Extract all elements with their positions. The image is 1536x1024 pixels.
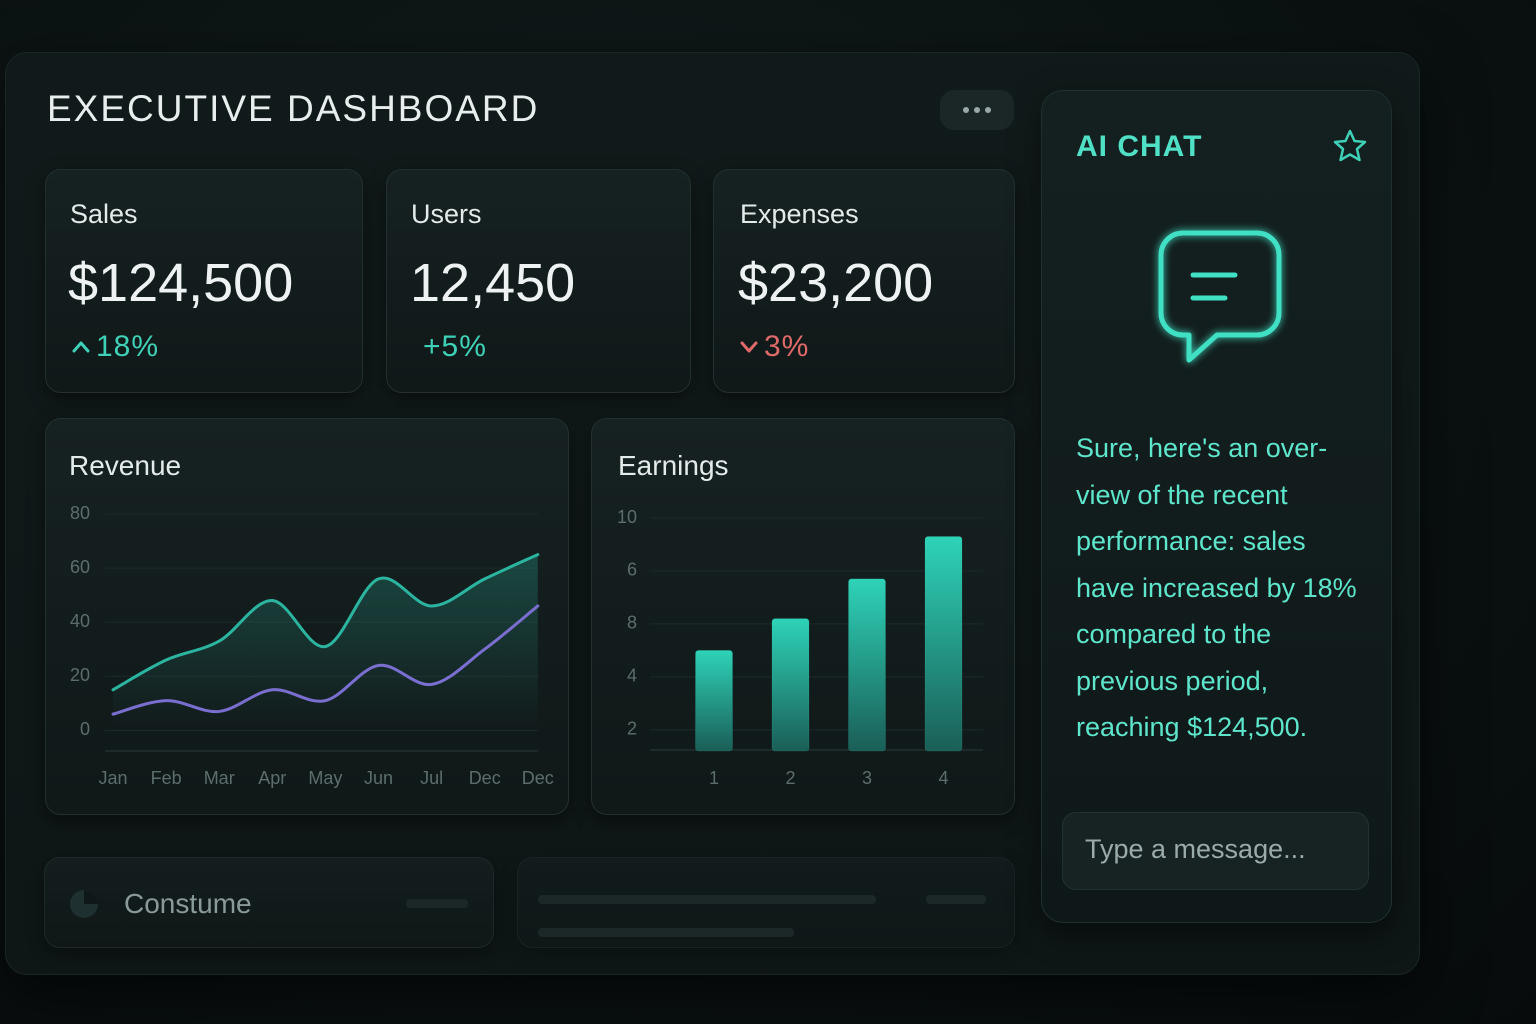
x-tick-label: Dec (522, 768, 554, 788)
x-tick-label: 2 (785, 768, 795, 788)
chat-message: Sure, here's an over-view of the recent p… (1076, 425, 1357, 751)
skeleton-line (406, 899, 468, 908)
skeleton-line (926, 895, 986, 904)
y-tick-label: 4 (627, 666, 637, 686)
x-tick-label: Mar (204, 768, 235, 788)
trend-chevron (740, 341, 758, 353)
kpi-change-text: 18% (96, 330, 160, 363)
kpi-change-text: +5% (423, 330, 487, 363)
x-tick-label: May (308, 768, 342, 788)
kpi-value: $23,200 (738, 253, 934, 313)
kpi-card (386, 169, 691, 393)
chat-message-line: previous period, (1076, 665, 1269, 696)
bar (848, 578, 886, 752)
y-tick-label: 0 (80, 719, 90, 739)
kpi-value: 12,450 (410, 253, 576, 313)
kpi-card (45, 169, 363, 393)
more-button[interactable] (940, 90, 1014, 130)
x-tick-label: 1 (709, 768, 719, 788)
x-tick-label: Apr (258, 768, 286, 788)
bar (695, 649, 733, 752)
chat-message-line: have increased by 18% (1076, 572, 1357, 603)
input-placeholder: Type a message... (1085, 834, 1306, 864)
pie-icon (70, 890, 98, 918)
trend-chevron (72, 341, 90, 353)
chat-title: AI CHAT (1076, 130, 1203, 163)
x-tick-label: 3 (862, 768, 872, 788)
kpi-card (713, 169, 1015, 393)
kpi-change: 3% (740, 330, 809, 364)
kpi-value: $124,500 (68, 253, 294, 313)
x-tick-label: Jul (420, 768, 443, 788)
chat-message-line: view of the recent (1076, 479, 1288, 510)
dashboard-title: EXECUTIVE DASHBOARD (47, 88, 540, 129)
area-fill (113, 554, 538, 731)
x-tick-label: Jun (364, 768, 393, 788)
y-tick-label: 20 (70, 665, 90, 685)
star-button[interactable] (1332, 128, 1368, 164)
trend-icon (72, 341, 90, 353)
chat-message-line: reaching $124,500. (1076, 712, 1308, 742)
kpi-label: Users (411, 199, 482, 229)
kpi-change: 18% (72, 330, 159, 364)
kpi-change-text: 3% (764, 330, 810, 363)
skeleton-line (538, 928, 794, 937)
chat-message-line: performance: sales (1076, 526, 1306, 556)
chat-message-line: Sure, here's an over- (1076, 433, 1328, 463)
chat-icon (1158, 230, 1282, 363)
x-tick-label: Dec (469, 768, 501, 788)
chart-title: Revenue (69, 450, 182, 481)
bar (771, 618, 810, 752)
trend-icon (740, 341, 758, 353)
chat-panel (1041, 90, 1392, 923)
kpi-label: Expenses (740, 199, 859, 229)
y-tick-label: 60 (70, 557, 90, 577)
kpi-change: +5% (417, 330, 487, 364)
y-tick-label: 8 (627, 613, 637, 633)
x-tick-label: Feb (151, 768, 182, 788)
y-tick-label: 2 (627, 719, 637, 739)
bar (924, 536, 963, 752)
series-line (111, 604, 540, 716)
y-tick-label: 6 (627, 560, 637, 580)
y-tick-label: 10 (617, 507, 637, 527)
message-input[interactable] (1062, 812, 1369, 890)
skeleton-line (538, 895, 876, 904)
chart-title: Earnings (618, 450, 729, 481)
x-tick-label: 4 (938, 768, 948, 788)
chat-message-line: compared to the (1076, 619, 1272, 649)
footer-label: Constume (124, 888, 252, 919)
kpi-label: Sales (70, 199, 138, 229)
y-tick-label: 40 (70, 611, 90, 631)
x-tick-label: Jan (98, 768, 127, 788)
y-tick-label: 80 (70, 503, 90, 523)
dots-icon (963, 107, 991, 113)
series-line (111, 553, 540, 692)
